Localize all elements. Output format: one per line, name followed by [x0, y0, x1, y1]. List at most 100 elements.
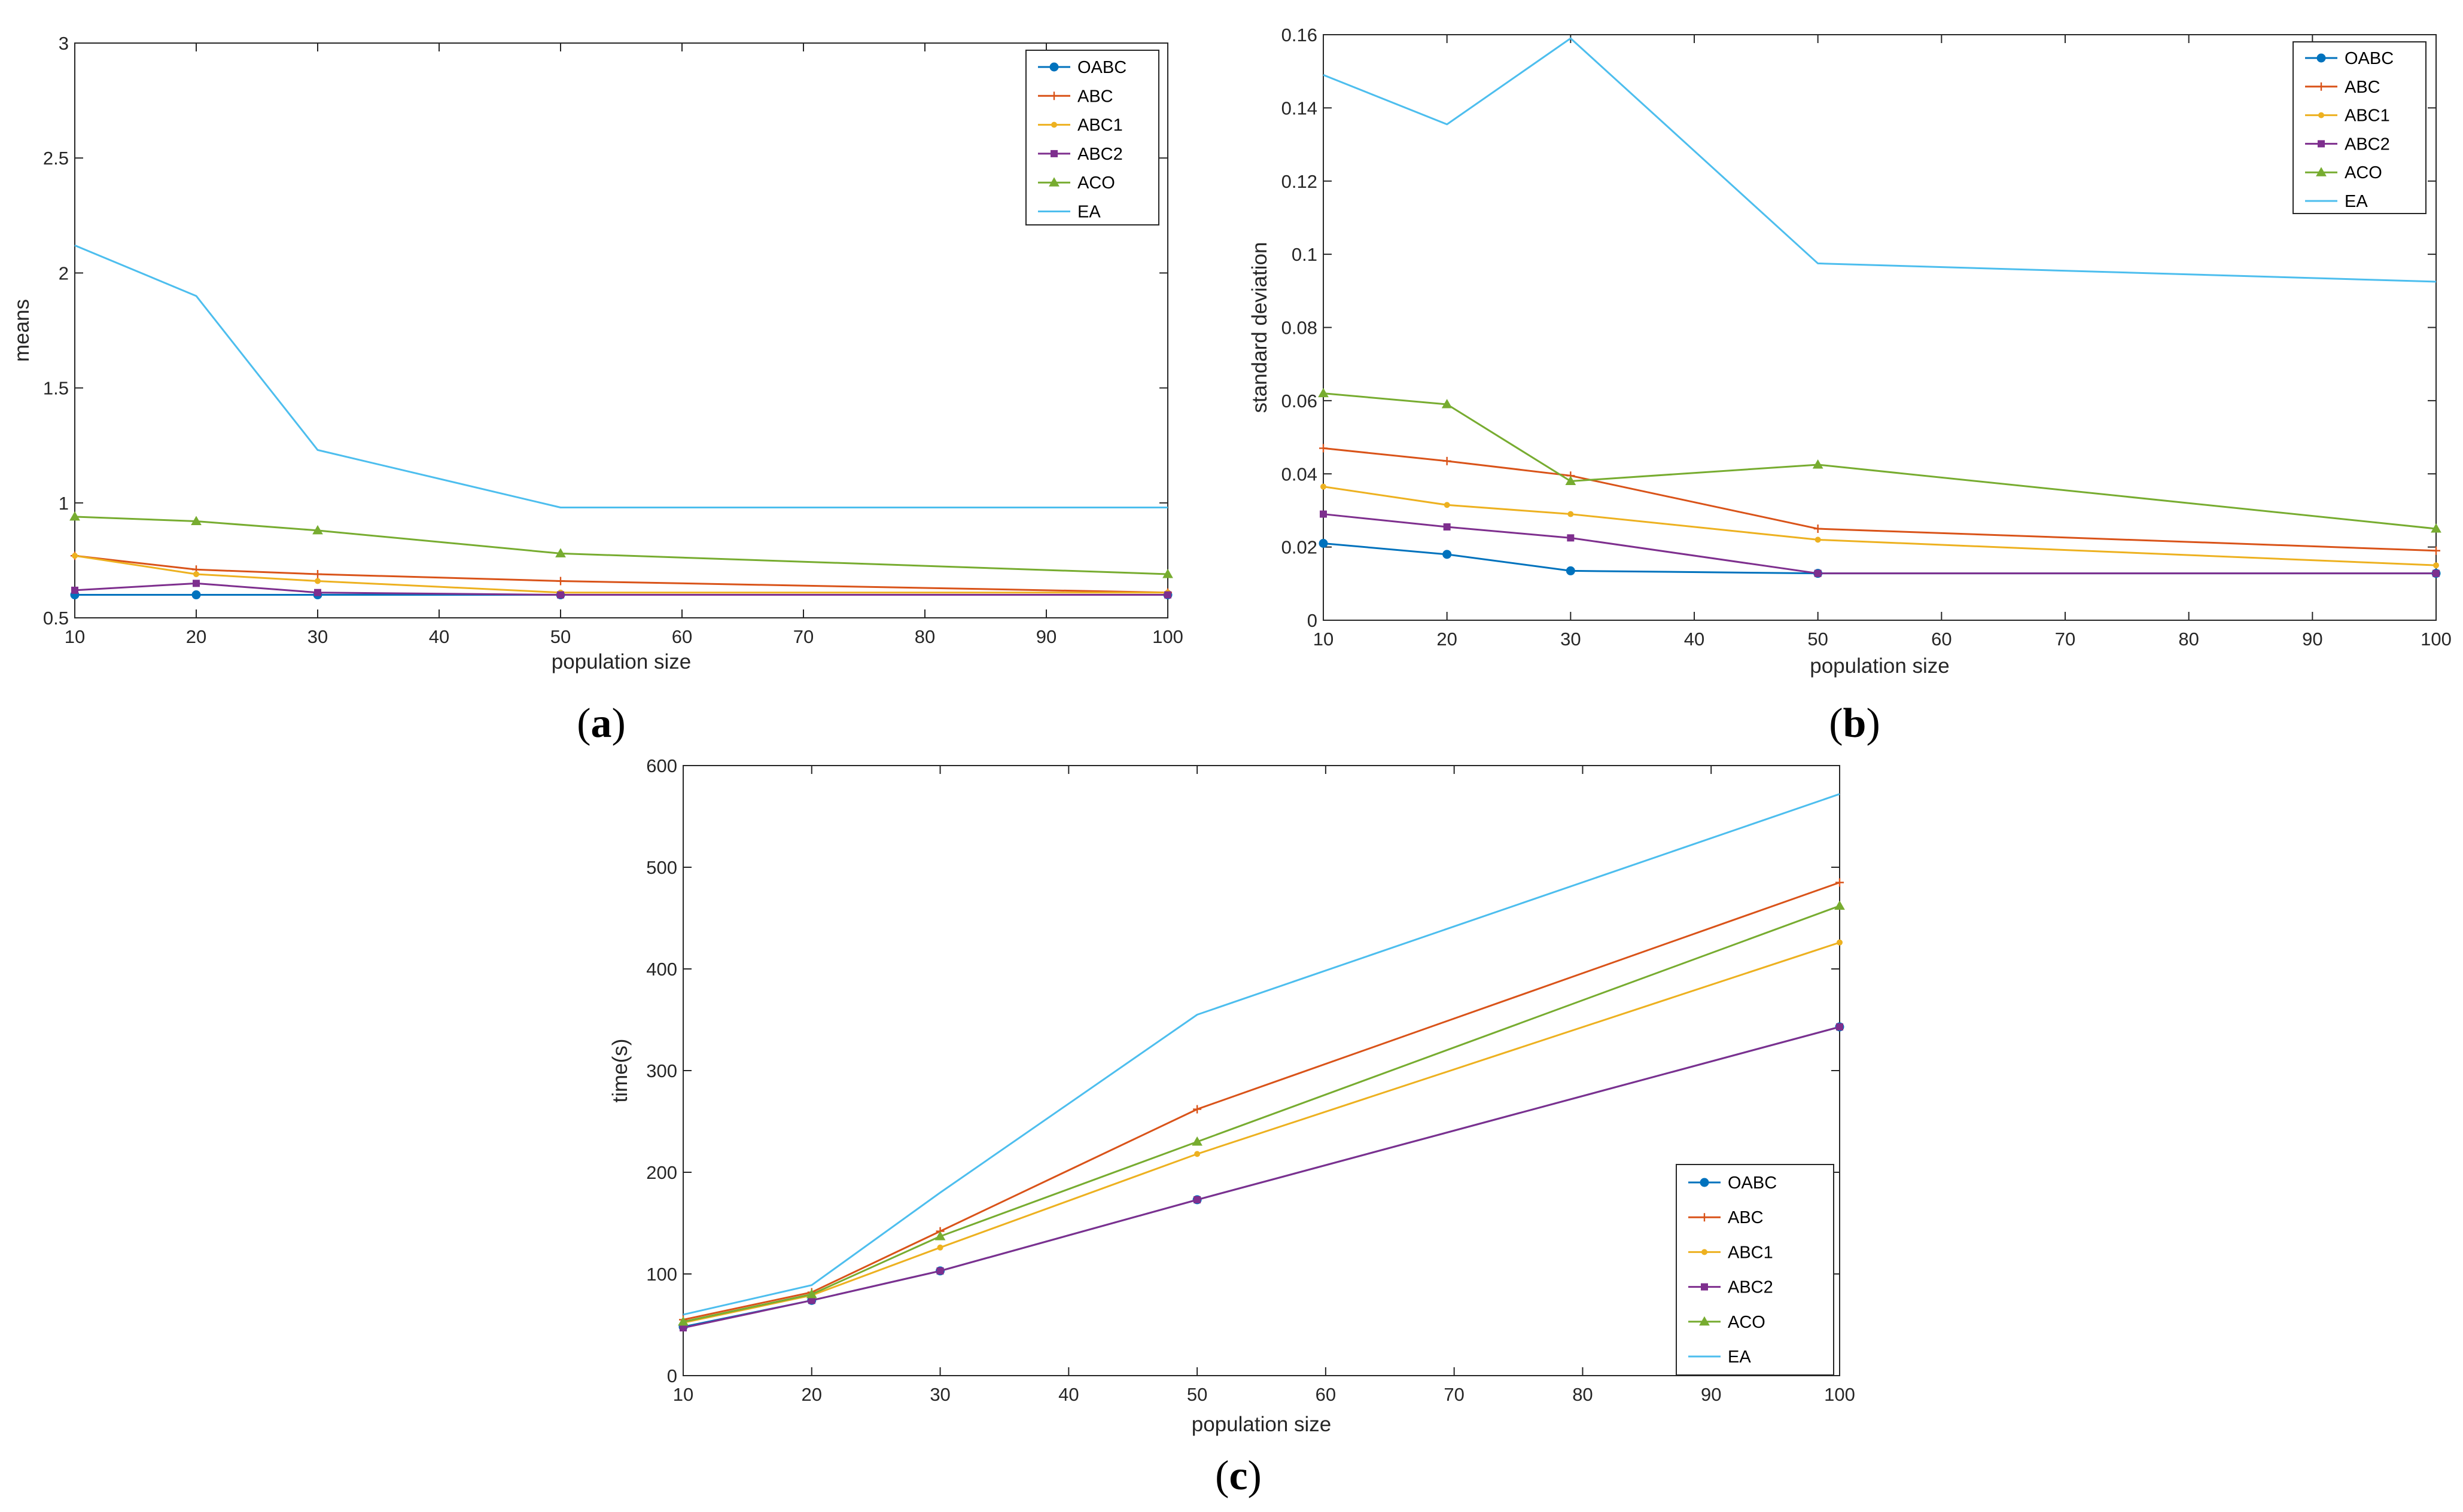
plot-area	[1323, 34, 2437, 621]
x-tick-label: 40	[1058, 1384, 1079, 1405]
data-point	[806, 1288, 817, 1298]
series-aco	[1318, 388, 2441, 533]
data-point	[936, 1267, 944, 1275]
y-tick-label: 0.08	[1281, 318, 1317, 339]
x-tick-label: 60	[1316, 1384, 1336, 1405]
data-point	[2431, 523, 2441, 533]
data-point	[556, 577, 565, 586]
panel-label: (a)	[577, 700, 626, 746]
x-tick-label: 100	[1152, 626, 1183, 647]
series-abc2	[71, 580, 1171, 599]
y-tick-label: 0.5	[43, 608, 69, 629]
data-point	[69, 511, 80, 521]
x-tick-label: 70	[1444, 1384, 1464, 1405]
x-tick-label: 90	[2302, 629, 2322, 650]
x-tick-label: 20	[1436, 629, 1457, 650]
legend-label-aco: ACO	[1728, 1313, 1765, 1332]
x-tick-label: 20	[186, 626, 206, 647]
data-point	[1836, 1023, 1843, 1031]
y-tick-label: 0.12	[1281, 171, 1317, 192]
data-point	[2433, 562, 2439, 569]
series-ea	[74, 244, 1168, 508]
data-point	[1812, 459, 1823, 469]
legend-marker-abc2	[1701, 1283, 1708, 1291]
y-tick-label: 500	[646, 857, 677, 878]
legend-marker-oabc	[1049, 62, 1059, 72]
data-point	[1320, 510, 1327, 518]
legend-label-abc2: ABC2	[1077, 145, 1123, 164]
y-tick-label: 0.04	[1281, 464, 1317, 484]
y-tick-label: 600	[646, 755, 677, 776]
data-point	[1318, 388, 1329, 398]
legend-label-abc1: ABC1	[2345, 106, 2390, 126]
x-axis-label: population size	[1810, 654, 1950, 678]
legend-label-abc: ABC	[1077, 87, 1113, 106]
data-point	[2432, 569, 2440, 577]
legend: OABC ABC ABC1 ABC2 ACO EA	[2292, 41, 2427, 214]
x-tick-label: 90	[1701, 1384, 1721, 1405]
legend-marker-abc	[1700, 1213, 1709, 1222]
data-point	[1441, 398, 1453, 409]
x-tick-label: 10	[1313, 629, 1334, 650]
data-point	[1835, 878, 1844, 887]
series-line-ea	[74, 244, 1168, 508]
y-tick-label: 3	[59, 33, 69, 54]
legend-label-ea: EA	[1728, 1348, 1751, 1367]
data-point	[1164, 591, 1171, 599]
series-ea	[1323, 37, 2437, 283]
legend-label-ea: EA	[1077, 203, 1101, 222]
y-tick-label: 0	[1307, 610, 1317, 631]
y-tick-label: 0	[667, 1365, 677, 1386]
panel-label: (c)	[1215, 1453, 1262, 1499]
legend-box	[1676, 1164, 1834, 1376]
legend-box	[1025, 50, 1159, 225]
data-point	[1444, 502, 1450, 508]
data-point	[557, 591, 564, 599]
x-tick-label: 50	[550, 626, 571, 647]
series-abc1	[1320, 483, 2439, 569]
legend-label-abc1: ABC1	[1077, 116, 1123, 135]
panel-label: (b)	[1829, 700, 1880, 746]
legend: OABC ABC ABC1 ABC2 ACO EA	[1025, 50, 1159, 225]
series-aco	[69, 511, 1173, 578]
data-point	[2432, 546, 2440, 555]
data-point	[1442, 456, 1451, 465]
legend-label-abc1: ABC1	[1728, 1243, 1773, 1262]
x-tick-label: 30	[930, 1384, 950, 1405]
series-abc2	[680, 1023, 1843, 1332]
legend-label-abc2: ABC2	[2345, 135, 2390, 154]
legend-marker-oabc	[1700, 1178, 1709, 1187]
y-axis-label: standard deviation	[1248, 242, 1271, 413]
series-line-ea	[1323, 37, 2437, 283]
data-point	[1162, 568, 1173, 578]
plot-area	[74, 42, 1168, 618]
x-tick-label: 60	[672, 626, 692, 647]
data-point	[555, 548, 566, 557]
legend-marker-aco	[1049, 177, 1060, 187]
x-tick-label: 40	[1684, 629, 1704, 650]
y-axis-label: time(s)	[608, 1039, 632, 1103]
data-point	[71, 586, 78, 594]
data-point	[191, 516, 202, 526]
y-tick-label: 0.02	[1281, 537, 1317, 558]
series-ea	[683, 793, 1840, 1316]
data-point	[1837, 939, 1843, 946]
data-point	[1566, 566, 1575, 575]
x-tick-label: 10	[673, 1384, 693, 1405]
series-abc	[1319, 444, 2440, 555]
data-point	[1193, 1105, 1202, 1114]
legend-marker-abc2	[1051, 150, 1058, 157]
x-tick-label: 70	[2055, 629, 2075, 650]
legend-marker-aco	[2316, 167, 2327, 176]
data-point	[1442, 550, 1452, 559]
y-axis-label: means	[10, 299, 34, 362]
series-line-ea	[683, 793, 1840, 1316]
data-point	[1319, 444, 1328, 453]
data-point	[313, 569, 322, 578]
y-tick-label: 2	[59, 263, 69, 284]
legend-marker-abc	[1050, 92, 1058, 100]
data-point	[1319, 539, 1328, 548]
legend-box	[2292, 41, 2427, 214]
x-tick-label: 20	[802, 1384, 822, 1405]
